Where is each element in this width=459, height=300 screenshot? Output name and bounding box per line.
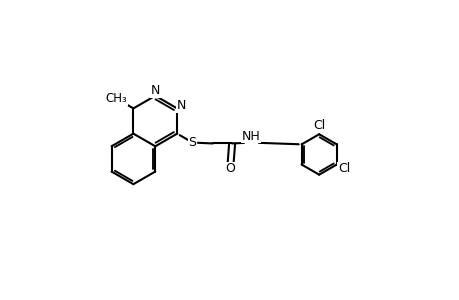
Text: NH: NH bbox=[241, 130, 260, 142]
Text: Cl: Cl bbox=[337, 162, 349, 175]
Text: CH₃: CH₃ bbox=[106, 92, 127, 105]
Text: N: N bbox=[177, 99, 186, 112]
Text: S: S bbox=[188, 136, 196, 149]
Text: N: N bbox=[150, 84, 160, 97]
Text: O: O bbox=[225, 162, 235, 175]
Text: Cl: Cl bbox=[313, 119, 325, 132]
